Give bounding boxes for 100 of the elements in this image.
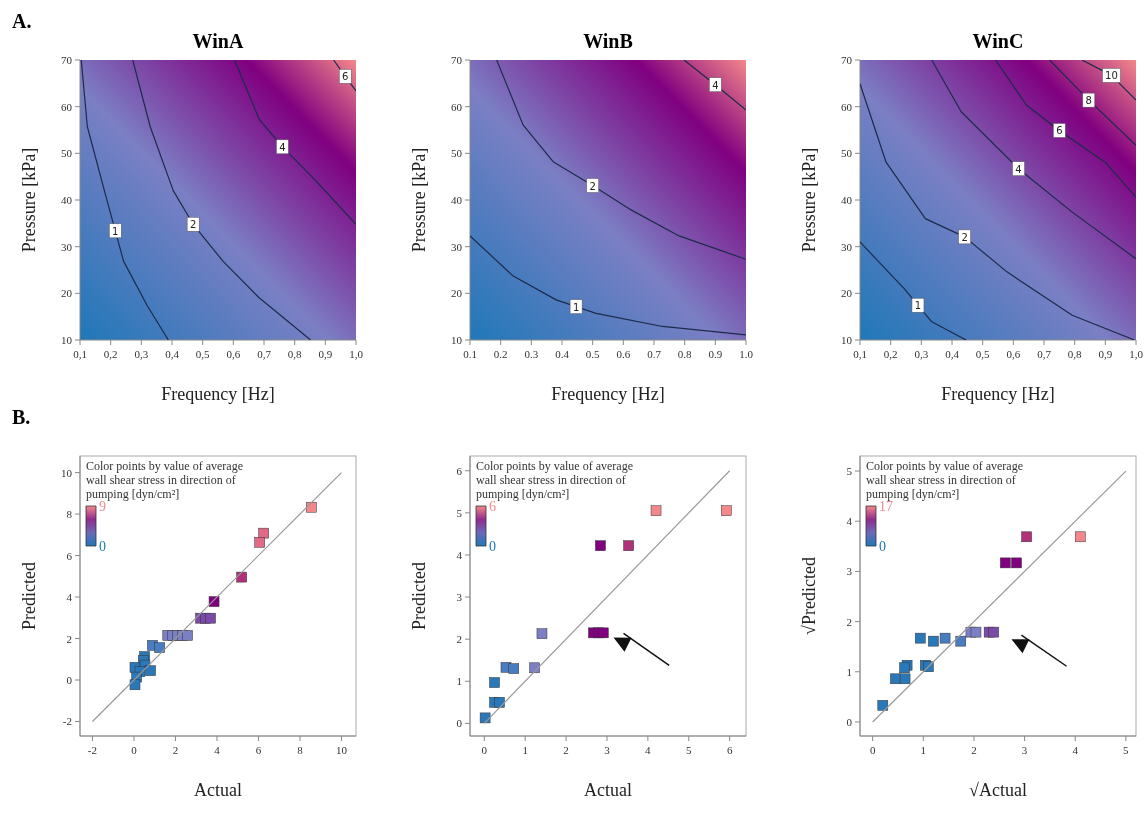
x-axis-title: √Actual [969, 780, 1027, 800]
y-tick-label: 10 [61, 334, 73, 346]
x-tick-label: 0,9 [318, 348, 333, 360]
x-tick-label: 1 [920, 744, 927, 756]
x-tick-label: 1,0 [1129, 348, 1144, 360]
x-tick-label: 0,1 [853, 348, 867, 360]
x-tick-label: 10 [335, 744, 348, 756]
chart-title: WinB [583, 30, 633, 52]
y-tick-label: 4 [66, 591, 73, 604]
annotation: 0 [489, 539, 496, 554]
annotation: 0 [879, 539, 886, 554]
x-tick-label: 1,0 [349, 348, 364, 360]
y-axis-title: Predicted [19, 562, 39, 630]
annotation: 17 [879, 499, 893, 514]
color-bar-title: Color points by value of average wall shear stress in direction of pumping [dyn/cm²] [476, 459, 633, 501]
y-tick-label: 0 [846, 715, 853, 728]
annotation: 0 [99, 539, 106, 554]
y-tick-label: 40 [61, 194, 73, 206]
series-label: 1 [572, 301, 580, 313]
x-tick-label: 5 [1123, 744, 1130, 756]
x-tick-label: 0,1 [73, 348, 87, 360]
y-axis-title: Pressure [kPa] [409, 147, 429, 253]
x-tick-label: 0,3 [914, 348, 929, 360]
x-tick-label: 2 [563, 744, 569, 756]
y-tick-label: 40 [451, 194, 463, 206]
y-tick-label: 10 [451, 334, 463, 346]
y-tick-label: 50 [451, 147, 463, 160]
y-tick-label: 0 [456, 717, 463, 730]
y-tick-label: 8 [66, 508, 73, 521]
y-tick-label: 1 [456, 675, 462, 688]
series-label: 2 [589, 180, 596, 192]
text: A. [12, 10, 32, 32]
y-tick-label: 5 [456, 506, 463, 519]
x-axis-title: Actual [584, 780, 632, 800]
series-label: 4 [712, 79, 719, 91]
y-tick-label: 30 [841, 240, 853, 253]
series-label: 2 [961, 231, 968, 243]
y-tick-label: 10 [841, 334, 853, 346]
x-tick-label: 1.0 [739, 348, 754, 360]
y-tick-label: 2 [66, 632, 72, 645]
y-tick-label: 3 [456, 591, 463, 604]
y-tick-label: 30 [451, 240, 463, 253]
y-tick-label: 60 [61, 100, 73, 113]
x-tick-label: 0 [131, 744, 138, 756]
x-tick-label: 0.4 [555, 348, 570, 360]
y-tick-label: 0 [66, 674, 73, 686]
y-tick-label: 4 [456, 548, 463, 561]
x-tick-label: 6 [255, 744, 262, 756]
y-tick-label: 20 [61, 287, 73, 300]
x-axis-title: Frequency [Hz] [551, 384, 665, 404]
y-tick-label: 1 [846, 665, 852, 678]
y-tick-label: 2 [456, 633, 462, 646]
x-tick-label: 8 [297, 744, 304, 756]
x-tick-label: 0.1 [463, 348, 477, 360]
y-tick-label: 6 [456, 464, 463, 477]
x-tick-label: 2 [971, 744, 977, 756]
series-label: 6 [1056, 125, 1063, 137]
y-axis-title: Pressure [kPa] [799, 147, 819, 253]
x-tick-label: 0,4 [945, 348, 960, 360]
color-bar-title: Color points by value of average wall shear stress in direction of pumping [dyn/cm²] [866, 459, 1023, 501]
y-tick-label: 70 [841, 54, 853, 66]
series-label: 4 [1015, 163, 1022, 175]
y-tick-label: 10 [61, 466, 73, 479]
series-label: 6 [342, 71, 349, 83]
y-axis-title: Pressure [kPa] [19, 147, 39, 253]
x-tick-label: 0,7 [257, 348, 272, 360]
x-tick-label: 5 [686, 744, 693, 756]
chart-title: WinC [972, 30, 1024, 52]
series-label: 10 [1105, 70, 1118, 82]
x-tick-label: 0.9 [708, 348, 723, 360]
x-tick-label: 0.8 [677, 348, 693, 360]
series-label: 2 [189, 219, 197, 231]
y-tick-label: 6 [66, 549, 73, 562]
x-tick-label: 4 [214, 744, 221, 756]
x-tick-label: -2 [87, 744, 98, 756]
x-tick-label: 0 [481, 744, 488, 756]
x-tick-label: 4 [1072, 744, 1079, 756]
x-tick-label: 0,5 [975, 348, 991, 360]
y-axis-title: √Predicted [799, 557, 819, 635]
x-tick-label: 0,3 [134, 348, 149, 360]
x-tick-label: 3 [1021, 744, 1028, 756]
y-tick-label: -2 [62, 715, 72, 728]
x-tick-label: 0 [869, 744, 876, 756]
y-tick-label: 5 [846, 465, 853, 478]
y-tick-label: 70 [61, 54, 73, 66]
y-tick-label: 2 [846, 615, 852, 628]
series-label: 8 [1085, 95, 1092, 107]
y-tick-label: 40 [841, 194, 853, 206]
x-tick-label: 0,6 [226, 348, 241, 360]
y-tick-label: 20 [841, 287, 853, 300]
y-tick-label: 60 [451, 100, 463, 113]
y-tick-label: 70 [451, 54, 463, 66]
annotation: 9 [99, 499, 106, 514]
y-tick-label: 4 [846, 515, 853, 528]
x-tick-label: 1 [522, 744, 528, 756]
x-tick-label: 0,8 [287, 348, 303, 360]
x-axis-title: Frequency [Hz] [161, 384, 275, 404]
x-tick-label: 0.7 [647, 348, 662, 360]
x-axis-title: Actual [194, 780, 242, 800]
x-tick-label: 0,9 [1098, 348, 1113, 360]
